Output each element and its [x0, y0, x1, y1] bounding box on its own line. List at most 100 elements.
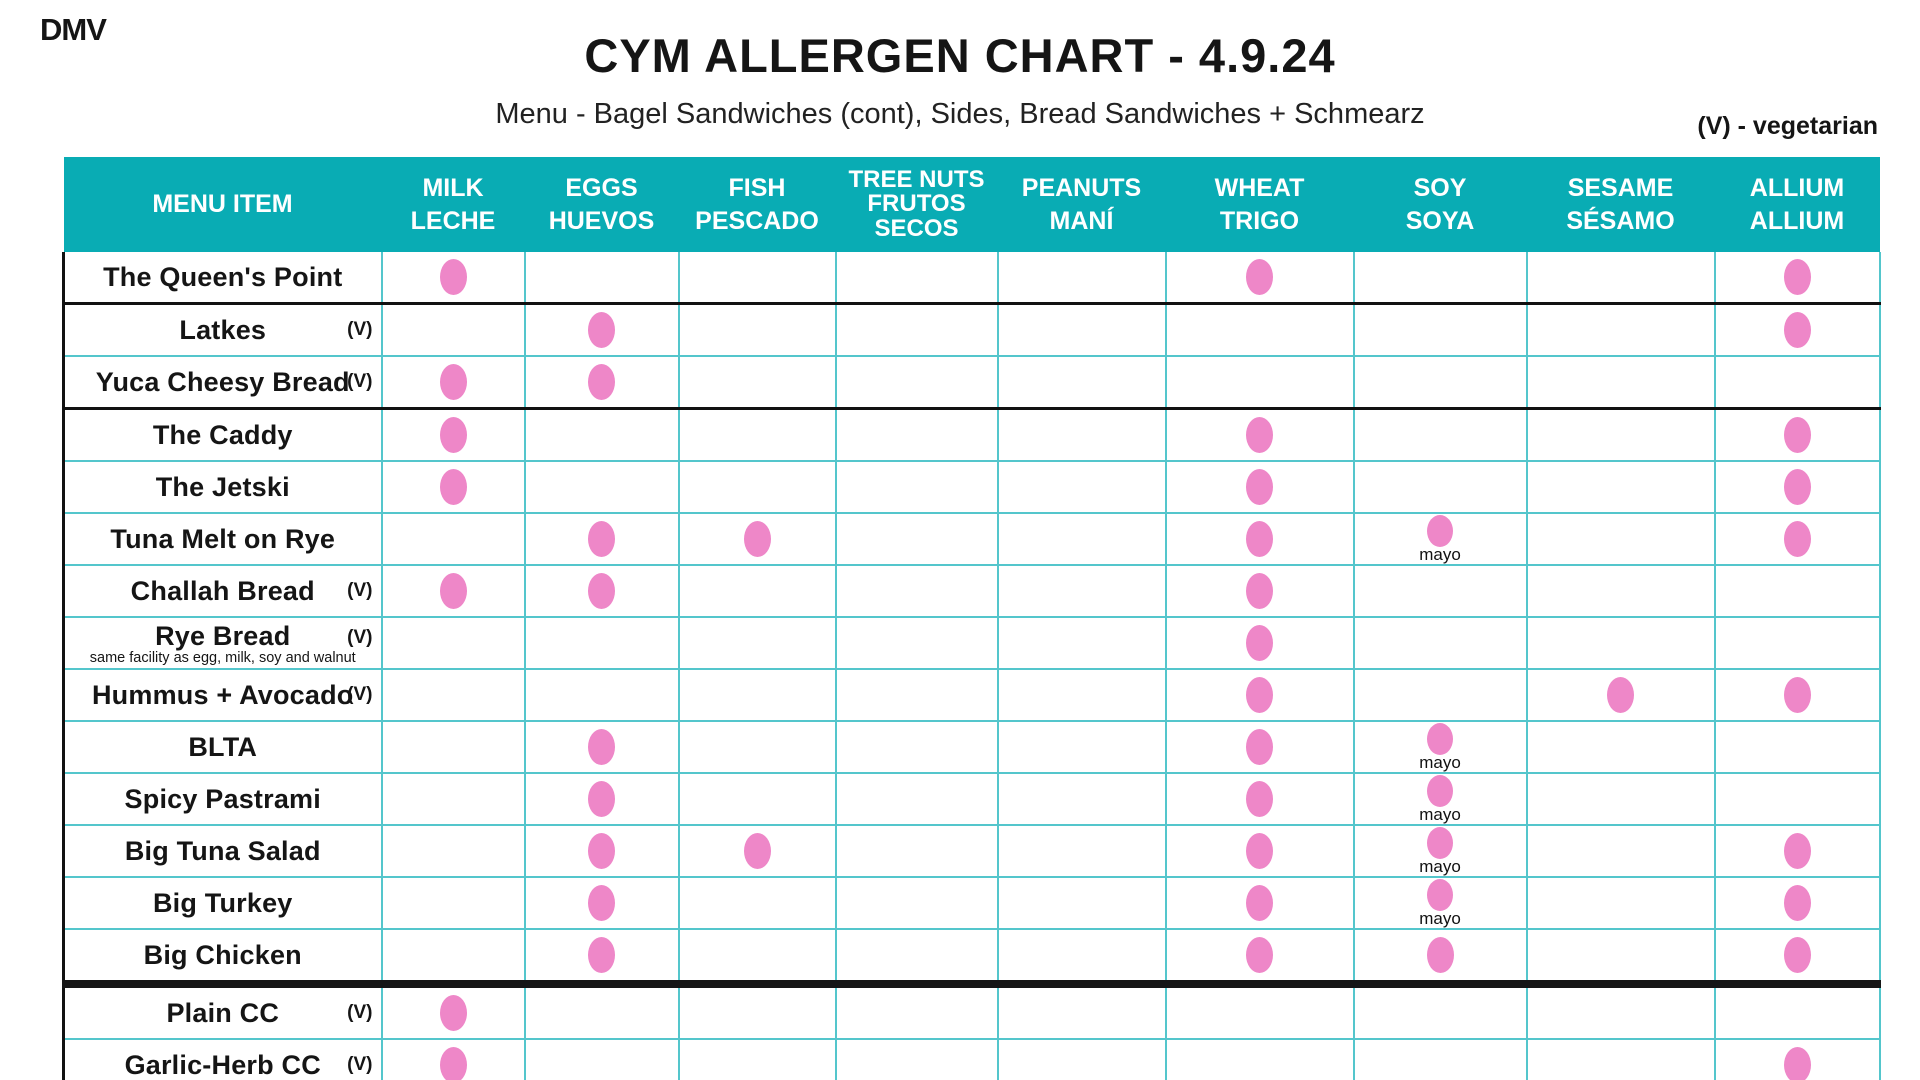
allergen-cell-milk: [381, 1039, 526, 1080]
allergen-cell-fish: [678, 408, 837, 462]
allergen-cell-wheat: [1165, 565, 1355, 618]
allergen-cell-tree_nuts: [835, 773, 999, 826]
allergen-cell-soy: mayo: [1353, 513, 1528, 566]
allergen-cell-soy: mayo: [1353, 721, 1528, 774]
soy-dot-with-note: mayo: [1355, 826, 1526, 876]
allergen-cell-milk: [381, 929, 526, 988]
table-row: Big Turkey mayo: [62, 877, 1881, 930]
allergen-cell-milk: [381, 825, 526, 878]
allergen-dot-wheat: [1246, 937, 1273, 973]
allergen-cell-fish: [678, 669, 837, 722]
allergen-cell-milk: [381, 408, 526, 462]
header-label-en: EGGS: [565, 173, 638, 202]
table-body: The Queen's Point Latkes (V) Yuca Cheesy Br…: [62, 252, 1881, 1080]
allergen-dot-wheat: [1246, 573, 1273, 609]
mayo-note: mayo: [1419, 909, 1461, 928]
table-row: Challah Bread (V): [62, 565, 1881, 618]
allergen-cell-fish: [678, 252, 837, 305]
allergen-cell-tree_nuts: [835, 461, 999, 514]
allergen-dot-wheat: [1246, 625, 1273, 661]
menu-item-name: Challah Bread: [130, 575, 315, 606]
allergen-dot-soy: [1427, 775, 1453, 807]
vegetarian-marker: (V): [347, 580, 373, 601]
allergen-cell-milk: [381, 303, 526, 357]
header-label-es: LECHE: [410, 206, 496, 235]
menu-item-name: Tuna Melt on Rye: [110, 523, 336, 554]
menu-item-cell: Spicy Pastrami: [62, 773, 383, 826]
allergen-cell-fish: [678, 617, 837, 670]
allergen-dot-allium: [1783, 937, 1811, 973]
table-row: The Caddy: [62, 408, 1881, 462]
allergen-cell-wheat: [1165, 877, 1355, 930]
vegetarian-marker: (V): [347, 371, 373, 392]
allergen-dot-allium: [1783, 885, 1811, 921]
allergen-cell-soy: [1353, 669, 1528, 722]
allergen-cell-milk: [381, 773, 526, 826]
allergen-cell-eggs: [524, 669, 680, 722]
allergen-cell-wheat: [1165, 825, 1355, 878]
allergen-cell-fish: [678, 877, 837, 930]
allergen-dot-fish: [743, 833, 771, 869]
table-row: Tuna Melt on Rye mayo: [62, 513, 1881, 566]
header-row: MENU ITEM MILK LECHE EGGS HUEVOS FISH PESCADO T…: [63, 157, 1880, 252]
allergen-cell-milk: [381, 721, 526, 774]
allergen-cell-peanuts: [997, 929, 1167, 988]
allergen-cell-wheat: [1165, 1039, 1355, 1080]
allergen-cell-sesame: [1526, 1039, 1716, 1080]
allergen-cell-milk: [381, 669, 526, 722]
allergen-cell-tree_nuts: [835, 252, 999, 305]
allergen-cell-sesame: [1526, 825, 1716, 878]
menu-item-name: The Jetski: [155, 471, 290, 502]
allergen-cell-allium: [1714, 252, 1881, 305]
allergen-cell-peanuts: [997, 461, 1167, 514]
allergen-cell-milk: [381, 565, 526, 618]
vegetarian-legend: (V) - vegetarian: [1697, 112, 1878, 140]
allergen-dot-allium: [1783, 312, 1811, 348]
allergen-dot-allium: [1783, 417, 1811, 453]
menu-item-name: Big Tuna Salad: [124, 835, 321, 866]
header-label-en: WHEAT: [1214, 173, 1305, 202]
allergen-cell-milk: [381, 356, 526, 410]
allergen-dot-eggs: [588, 781, 615, 817]
menu-item-cell: Big Tuna Salad: [62, 825, 383, 878]
table-row: Rye Bread (V) same facility as egg, milk, …: [62, 617, 1881, 670]
allergen-cell-fish: [678, 1039, 837, 1080]
menu-item-name: Big Turkey: [152, 887, 293, 918]
allergen-cell-wheat: [1165, 303, 1355, 357]
allergen-cell-sesame: [1526, 984, 1716, 1040]
table-row: Spicy Pastrami mayo: [62, 773, 1881, 826]
allergen-dot-eggs: [588, 573, 615, 609]
header-label-en: ALLIUM: [1749, 173, 1845, 202]
facility-note: same facility as egg, milk, soy and waln…: [89, 650, 356, 667]
table-row: The Jetski: [62, 461, 1881, 514]
menu-item-cell: Hummus + Avocado (V): [62, 669, 383, 722]
menu-item-cell: Latkes (V): [62, 303, 383, 357]
allergen-cell-allium: [1714, 513, 1881, 566]
allergen-dot-milk: [439, 259, 467, 295]
menu-item-cell: The Caddy: [62, 408, 383, 462]
allergen-dot-wheat: [1246, 885, 1273, 921]
menu-item-cell: Rye Bread (V) same facility as egg, milk, …: [62, 617, 383, 670]
allergen-cell-soy: [1353, 929, 1528, 988]
allergen-cell-fish: [678, 303, 837, 357]
allergen-cell-fish: [678, 513, 837, 566]
allergen-cell-tree_nuts: [835, 513, 999, 566]
allergen-cell-allium: [1714, 565, 1881, 618]
menu-item-name: Big Chicken: [143, 939, 302, 970]
allergen-cell-eggs: [524, 984, 680, 1040]
allergen-cell-wheat: [1165, 461, 1355, 514]
allergen-cell-milk: [381, 877, 526, 930]
allergen-dot-soy: [1427, 515, 1453, 547]
allergen-dot-wheat: [1246, 469, 1273, 505]
allergen-cell-milk: [381, 513, 526, 566]
header-label-es: PESCADO: [695, 206, 819, 235]
allergen-cell-fish: [678, 721, 837, 774]
table-row: The Queen's Point: [62, 252, 1881, 305]
allergen-dot-wheat: [1246, 417, 1273, 453]
header-label-es: MANÍ: [1049, 206, 1114, 235]
allergen-dot-allium: [1783, 677, 1811, 713]
menu-item-cell: Tuna Melt on Rye: [62, 513, 383, 566]
header-label-es: SÉSAMO: [1566, 206, 1675, 235]
allergen-cell-soy: [1353, 461, 1528, 514]
